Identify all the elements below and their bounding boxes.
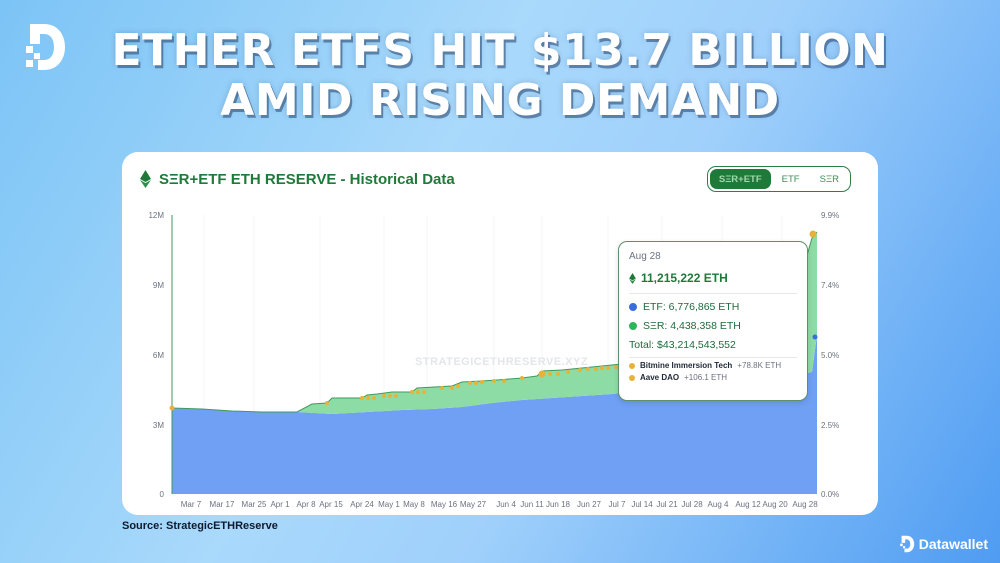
tooltip-total-usd: Total: $43,214,543,552 (629, 339, 736, 351)
svg-text:Mar 25: Mar 25 (242, 500, 267, 509)
svg-text:May 8: May 8 (403, 500, 425, 509)
svg-text:Jun 11: Jun 11 (520, 500, 544, 509)
chart-watermark: STRATEGICETHRESERVE.XYZ (415, 356, 588, 368)
svg-text:Jul 14: Jul 14 (631, 500, 653, 509)
headline-line-2: AMID RISING DEMAND (220, 75, 780, 126)
svg-text:7.4%: 7.4% (821, 281, 839, 290)
svg-text:Apr 8: Apr 8 (296, 500, 316, 509)
etf-area (172, 337, 817, 494)
chart-title: SΞR+ETF ETH RESERVE - Historical Data (140, 170, 455, 188)
svg-text:3M: 3M (153, 421, 164, 430)
svg-text:Mar 7: Mar 7 (181, 500, 202, 509)
toggle-ser[interactable]: SΞR (819, 173, 839, 185)
chart-title-text: SΞR+ETF ETH RESERVE - Historical Data (159, 170, 455, 188)
tooltip-entity: Bitmine Immersion Tech +78.8K ETH (629, 361, 797, 370)
event-dot-icon (629, 362, 635, 369)
tooltip-etf-row: ETF: 6,776,865 ETH (629, 301, 797, 313)
etf-endpoint-marker (812, 334, 818, 340)
event-dot-icon (629, 374, 635, 381)
svg-text:9M: 9M (153, 281, 164, 290)
headline: ETHER ETFS HIT $13.7 BILLION AMID RISING… (0, 26, 1000, 126)
svg-text:Jul 7: Jul 7 (609, 500, 626, 509)
y-axis-left-labels: 12M 9M 6M 3M 0 (148, 211, 164, 499)
etf-legend-dot-icon (629, 303, 637, 311)
svg-text:Jul 28: Jul 28 (681, 500, 703, 509)
entity-delta: +106.1 ETH (684, 373, 728, 382)
entity-name: Bitmine Immersion Tech (640, 361, 733, 370)
toggle-etf[interactable]: ETF (781, 173, 800, 185)
footer-brand: Datawallet (899, 535, 988, 553)
chart-card: SΞR+ETF ETH RESERVE - Historical Data SΞ… (122, 152, 878, 515)
tooltip-total-eth-value: 11,215,222 ETH (641, 271, 728, 285)
tooltip-total-eth: 11,215,222 ETH (629, 271, 797, 285)
tooltip-ser-value: SΞR: 4,438,358 ETH (643, 320, 741, 332)
tooltip-divider (629, 293, 797, 294)
svg-text:May 1: May 1 (378, 500, 400, 509)
ethereum-icon (629, 272, 636, 284)
svg-text:May 27: May 27 (460, 500, 487, 509)
source-caption: Source: StrategicETHReserve (122, 520, 278, 532)
tooltip-ser-row: SΞR: 4,438,358 ETH (629, 320, 797, 332)
svg-text:Jun 27: Jun 27 (577, 500, 602, 509)
svg-text:Jun 4: Jun 4 (496, 500, 516, 509)
chart-tooltip: Aug 28 11,215,222 ETH ETF: 6,776,865 ETH… (618, 241, 808, 401)
toggle-ser-etf[interactable]: SΞR+ETF (709, 169, 771, 189)
svg-text:5.0%: 5.0% (821, 351, 839, 360)
svg-text:May 16: May 16 (431, 500, 458, 509)
svg-text:Mar 17: Mar 17 (210, 500, 235, 509)
svg-text:Aug 20: Aug 20 (762, 500, 788, 509)
svg-text:6M: 6M (153, 351, 164, 360)
entity-name: Aave DAO (640, 373, 680, 382)
svg-text:Aug 4: Aug 4 (708, 500, 729, 509)
svg-text:Jul 21: Jul 21 (656, 500, 678, 509)
svg-text:0.0%: 0.0% (821, 490, 839, 499)
tooltip-etf-value: ETF: 6,776,865 ETH (643, 301, 740, 313)
entity-delta: +78.8K ETH (737, 361, 782, 370)
svg-text:Apr 24: Apr 24 (350, 500, 374, 509)
svg-text:Aug 12: Aug 12 (735, 500, 761, 509)
event-markers[interactable] (169, 230, 817, 411)
svg-text:12M: 12M (148, 211, 164, 220)
datawallet-logo-icon (26, 24, 65, 70)
tooltip-entity: Aave DAO +106.1 ETH (629, 373, 797, 382)
svg-text:Aug 28: Aug 28 (792, 500, 818, 509)
y-axis-right-labels: 9.9% 7.4% 5.0% 2.5% 0.0% (821, 211, 839, 499)
svg-text:2.5%: 2.5% (821, 421, 839, 430)
svg-text:Apr 15: Apr 15 (319, 500, 343, 509)
view-toggle: SΞR+ETF ETF SΞR (706, 166, 851, 192)
footer-brand-name: Datawallet (918, 536, 988, 552)
svg-text:0: 0 (160, 490, 165, 499)
tooltip-divider (629, 357, 797, 358)
tooltip-date: Aug 28 (629, 251, 661, 262)
ethereum-icon (140, 170, 151, 188)
datawallet-logo-icon (899, 535, 914, 553)
ser-legend-dot-icon (629, 322, 637, 330)
svg-text:Jun 18: Jun 18 (546, 500, 571, 509)
x-axis-labels: Mar 7 Mar 17 Mar 25 Apr 1 Apr 8 Apr 15 A… (181, 500, 818, 509)
svg-text:9.9%: 9.9% (821, 211, 839, 220)
svg-text:Apr 1: Apr 1 (270, 500, 290, 509)
headline-line-1: ETHER ETFS HIT $13.7 BILLION (111, 25, 889, 76)
